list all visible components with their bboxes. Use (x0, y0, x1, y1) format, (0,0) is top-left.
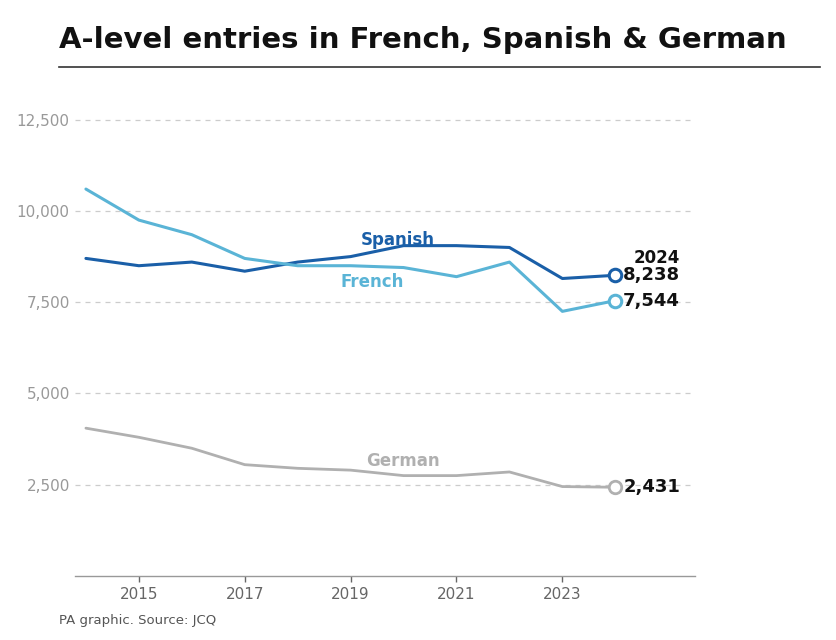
Text: Spanish: Spanish (361, 231, 435, 249)
Text: 2,431: 2,431 (623, 478, 680, 496)
Text: PA graphic. Source: JCQ: PA graphic. Source: JCQ (59, 614, 216, 627)
Text: 7,544: 7,544 (623, 292, 680, 310)
Text: German: German (366, 452, 440, 470)
Text: French: French (339, 273, 403, 291)
Text: 8,238: 8,238 (623, 266, 680, 284)
Text: A-level entries in French, Spanish & German: A-level entries in French, Spanish & Ger… (59, 26, 785, 54)
Text: 2024: 2024 (633, 250, 680, 268)
